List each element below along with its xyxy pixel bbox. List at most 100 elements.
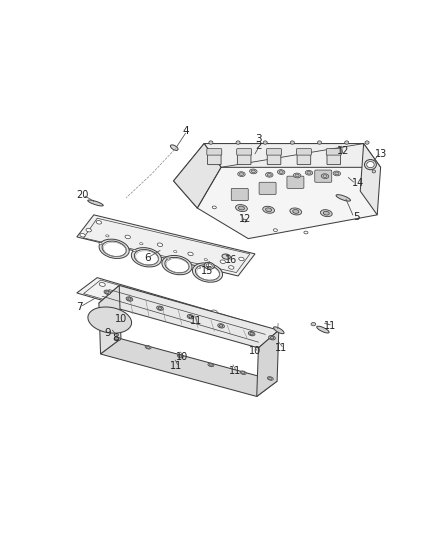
Ellipse shape <box>177 354 184 358</box>
Text: 11: 11 <box>229 366 241 376</box>
Text: 5: 5 <box>353 212 360 222</box>
Ellipse shape <box>140 243 143 245</box>
FancyBboxPatch shape <box>231 188 248 200</box>
Polygon shape <box>204 143 381 167</box>
Ellipse shape <box>238 206 244 210</box>
Ellipse shape <box>125 235 131 239</box>
Ellipse shape <box>179 355 182 357</box>
Ellipse shape <box>240 173 244 175</box>
Ellipse shape <box>96 221 102 224</box>
Ellipse shape <box>345 141 349 144</box>
Text: 11: 11 <box>170 360 182 370</box>
Ellipse shape <box>99 239 129 259</box>
Ellipse shape <box>277 169 285 174</box>
Ellipse shape <box>158 307 162 310</box>
Ellipse shape <box>305 171 313 175</box>
Polygon shape <box>360 143 381 215</box>
Text: 9: 9 <box>104 328 111 338</box>
Text: 16: 16 <box>225 255 237 265</box>
Ellipse shape <box>204 259 208 261</box>
Ellipse shape <box>240 371 246 375</box>
Ellipse shape <box>209 141 213 144</box>
Ellipse shape <box>102 241 126 256</box>
Ellipse shape <box>86 228 92 232</box>
FancyBboxPatch shape <box>267 149 282 155</box>
Polygon shape <box>77 278 265 342</box>
Text: 10: 10 <box>249 346 261 357</box>
Ellipse shape <box>99 243 102 245</box>
Polygon shape <box>257 330 279 397</box>
Text: 4: 4 <box>182 126 189 136</box>
Ellipse shape <box>279 171 283 173</box>
Ellipse shape <box>145 345 151 349</box>
Ellipse shape <box>208 363 214 367</box>
Ellipse shape <box>195 265 219 280</box>
Polygon shape <box>173 143 377 239</box>
Ellipse shape <box>372 170 375 173</box>
Ellipse shape <box>323 211 329 215</box>
Ellipse shape <box>268 336 276 340</box>
Ellipse shape <box>335 172 339 175</box>
Text: 7: 7 <box>76 302 82 311</box>
Ellipse shape <box>290 141 294 144</box>
Ellipse shape <box>293 209 299 213</box>
Text: 12: 12 <box>239 214 251 224</box>
Ellipse shape <box>265 172 273 177</box>
Ellipse shape <box>238 172 245 176</box>
Ellipse shape <box>241 372 245 374</box>
Text: 11: 11 <box>190 316 202 326</box>
Ellipse shape <box>307 172 311 174</box>
Text: 12: 12 <box>337 146 350 156</box>
Ellipse shape <box>146 346 150 349</box>
Text: 3: 3 <box>255 134 262 144</box>
Ellipse shape <box>290 208 302 215</box>
Ellipse shape <box>263 206 275 213</box>
Ellipse shape <box>80 233 85 237</box>
Ellipse shape <box>365 141 369 144</box>
Ellipse shape <box>243 219 247 222</box>
Ellipse shape <box>295 174 299 177</box>
Ellipse shape <box>116 338 119 340</box>
FancyBboxPatch shape <box>267 150 281 165</box>
Ellipse shape <box>88 307 131 333</box>
Ellipse shape <box>188 252 193 256</box>
Ellipse shape <box>137 292 143 295</box>
Ellipse shape <box>311 322 316 326</box>
Polygon shape <box>99 286 279 348</box>
FancyBboxPatch shape <box>287 176 304 188</box>
Ellipse shape <box>317 326 329 333</box>
FancyBboxPatch shape <box>327 150 341 165</box>
Text: 14: 14 <box>352 178 364 188</box>
Ellipse shape <box>88 200 103 206</box>
Ellipse shape <box>250 169 257 174</box>
Ellipse shape <box>367 161 374 168</box>
Ellipse shape <box>106 235 109 237</box>
Ellipse shape <box>218 324 224 328</box>
Ellipse shape <box>104 290 111 294</box>
Ellipse shape <box>192 263 223 282</box>
Ellipse shape <box>248 332 255 336</box>
Ellipse shape <box>209 364 212 366</box>
Ellipse shape <box>268 377 272 379</box>
Ellipse shape <box>236 141 240 144</box>
Ellipse shape <box>212 206 216 209</box>
Ellipse shape <box>128 298 131 300</box>
Ellipse shape <box>236 205 247 212</box>
Ellipse shape <box>364 159 376 169</box>
Polygon shape <box>77 215 255 276</box>
Ellipse shape <box>187 314 194 319</box>
Ellipse shape <box>174 301 180 305</box>
Text: 8: 8 <box>112 333 119 343</box>
Polygon shape <box>99 286 121 354</box>
Text: 11: 11 <box>324 321 336 331</box>
Ellipse shape <box>131 248 162 267</box>
Polygon shape <box>173 143 221 208</box>
Ellipse shape <box>293 173 301 178</box>
Ellipse shape <box>323 175 327 177</box>
Ellipse shape <box>263 141 267 144</box>
Ellipse shape <box>133 249 136 252</box>
FancyBboxPatch shape <box>208 150 221 165</box>
Ellipse shape <box>270 336 274 339</box>
Ellipse shape <box>219 325 223 327</box>
Ellipse shape <box>157 243 162 246</box>
